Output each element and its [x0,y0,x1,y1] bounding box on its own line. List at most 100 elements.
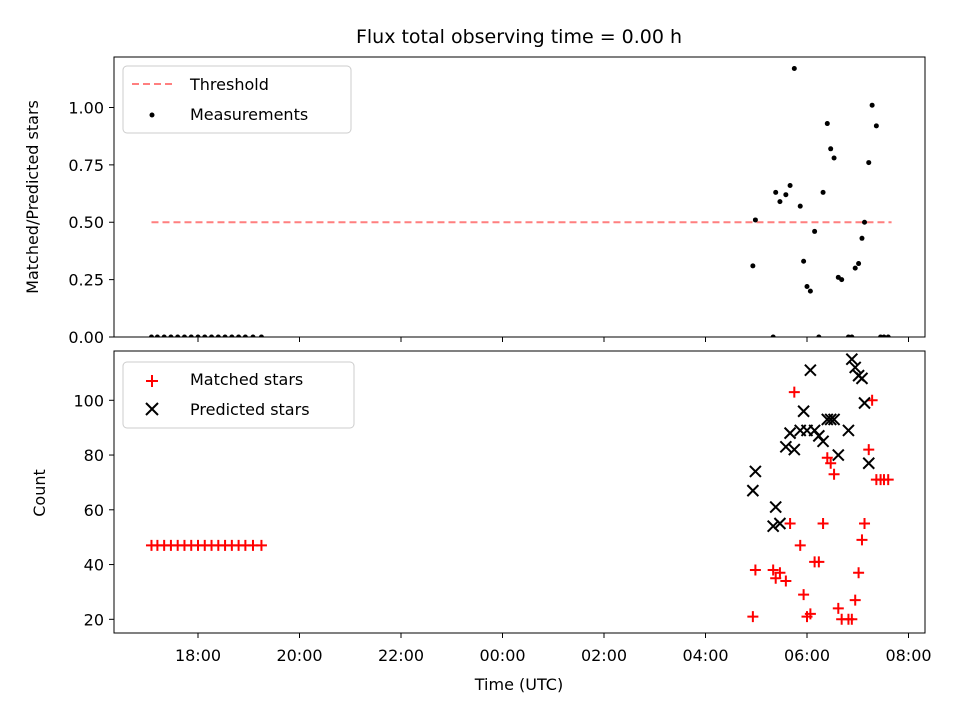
measurement-point [222,334,228,337]
measurement-point [801,258,807,264]
measurement-point [820,189,826,195]
measurement-point [161,334,167,337]
predicted-stars-point [845,353,859,366]
predicted-legend-swatch [145,402,159,416]
x-tick-label: 20:00 [276,646,322,665]
predicted-stars-point [746,484,760,497]
matched-stars-point [774,567,786,579]
predicted-stars-point [797,405,810,418]
measurement-point [209,334,215,337]
measurement-point [881,334,887,337]
bottom-x-ticks: 18:00 20:00 22:00 00:00 02:00 04:00 06:00 08:00 [175,633,932,665]
x-tick-label: 22:00 [378,646,424,665]
predicted-stars-point [855,372,869,385]
top-y-tick-label: 0.00 [68,328,104,347]
x-tick-label: 06:00 [784,646,830,665]
top-legend: Threshold Measurements [122,65,352,134]
top-series-layer [148,65,892,337]
x-tick-label: 08:00 [885,646,931,665]
matched-stars-point [255,539,267,551]
predicted-stars-point [827,413,841,426]
measurement-point [831,155,837,161]
top-y-ticks: 0.00 0.25 0.50 0.75 1.00 [68,98,114,347]
predicted-stars-point [858,396,871,410]
matched-legend-swatch [146,375,158,387]
legend-measurements-label: Measurements [190,105,308,124]
measurement-point [242,334,248,337]
measurement-point [866,160,872,166]
top-panel-frame [113,56,926,338]
predicted-stars-point [773,517,787,530]
bottom-y-tick-label: 100 [73,391,104,410]
matched-stars-point [813,556,825,568]
top-y-tick-label: 0.25 [68,271,104,290]
measurement-point [752,217,758,223]
measurement-point [856,261,862,267]
top-y-tick-label: 0.75 [68,156,104,175]
legend-matched-label: Matched stars [190,370,303,389]
measurement-point [181,334,187,337]
bottom-panel-frame [113,350,926,634]
bottom-y-axis-label: Count [30,469,49,517]
measurement-point [787,183,793,189]
measurement-point [869,102,875,108]
measurements-legend-swatch [149,112,155,118]
predicted-stars-point [816,435,830,448]
matched-stars-point [747,611,759,623]
matched-stars-point [804,608,816,620]
x-axis-label: Time (UTC) [474,675,563,694]
predicted-stars-point [779,440,793,454]
legend-threshold-label: Threshold [189,75,269,94]
matched-stars-point [817,517,829,529]
bottom-y-tick-label: 40 [84,556,104,575]
predicted-stars-point [849,361,862,374]
measurement-point [791,65,797,71]
measurement-point [773,189,779,195]
top-y-axis-label: Matched/Predicted stars [23,100,42,294]
measurement-point [804,284,810,290]
measurement-point [236,334,242,337]
matched-stars-point [882,474,894,486]
legend-predicted-label: Predicted stars [190,400,310,419]
matched-stars-point [767,564,779,576]
x-tick-label: 02:00 [581,646,627,665]
bottom-y-tick-label: 20 [84,610,104,629]
measurement-point [250,334,256,337]
measurement-point [873,123,879,129]
measurement-point [849,334,855,337]
measurement-point [750,263,756,269]
top-y-tick-label: 0.50 [68,213,104,232]
bottom-series-layer [145,353,894,625]
matched-stars-point [794,539,806,551]
x-tick-label: 04:00 [682,646,728,665]
matched-stars-point [780,575,792,587]
matched-stars-point [863,444,875,456]
bottom-y-tick-label: 80 [84,446,104,465]
bottom-y-tick-label: 60 [84,501,104,520]
predicted-stars-point [842,424,855,437]
matched-stars-point [846,613,858,625]
measurement-point [885,334,891,337]
measurement-point [770,334,776,337]
bottom-y-ticks: 20 40 60 80 100 [73,391,114,629]
predicted-stars-point [824,413,837,426]
predicted-stars-point [788,443,801,456]
matched-stars-point [859,517,871,529]
measurement-point [195,334,201,337]
top-legend-box [122,65,352,134]
matched-stars-point [784,517,796,529]
measurement-point [777,199,783,205]
measurement-point [258,334,264,337]
measurement-point [807,288,813,294]
measurement-point [148,334,154,337]
x-tick-label: 00:00 [479,646,525,665]
x-tick-label: 18:00 [175,646,221,665]
measurement-point [175,334,181,337]
top-y-tick-label: 1.00 [68,98,104,117]
predicted-stars-point [766,520,780,533]
measurement-point [202,334,208,337]
predicted-stars-point [749,465,762,478]
matched-stars-point [825,457,837,469]
matched-stars-point [798,589,810,601]
measurement-point [852,265,858,271]
